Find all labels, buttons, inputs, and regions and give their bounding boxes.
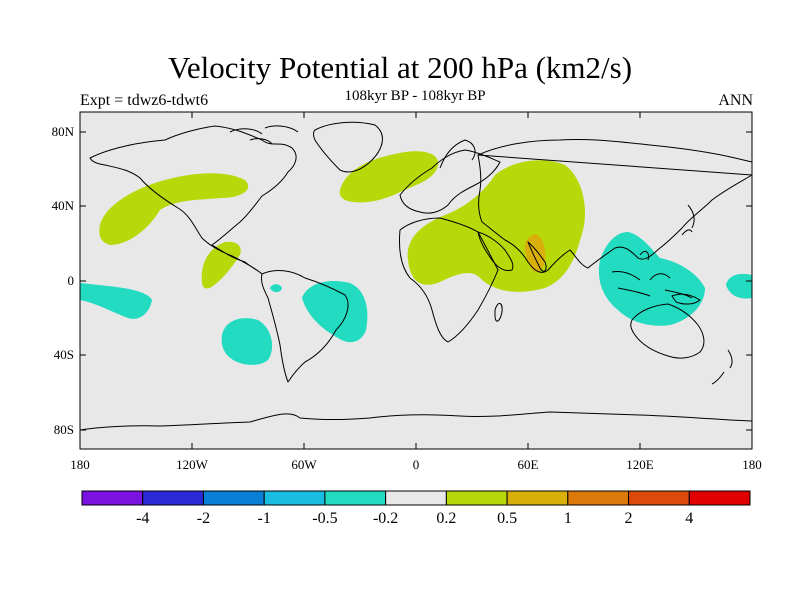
central-pacific-negative-region [80, 283, 152, 319]
coast-antarctica [79, 411, 753, 431]
south-atlantic-negative-region [302, 280, 368, 343]
colorbar-swatch [628, 490, 690, 506]
colorbar-label: 0.5 [497, 510, 517, 527]
colorbar-swatch [263, 490, 326, 506]
coast-europe [399, 149, 501, 214]
colorbar-label: 1 [564, 510, 572, 527]
experiment-label: Expt = tdwz6-tdwt6 [80, 92, 209, 109]
positive-anomaly-regions [99, 151, 585, 292]
colorbar-swatch [385, 490, 447, 506]
small-equatorial-negative-region [270, 284, 282, 293]
longitude-axis: 180 120W 60W 0 60E 120E 180 [70, 112, 762, 472]
colorbar-label: 4 [685, 510, 693, 527]
coast-south-america [261, 270, 349, 383]
coast-north-america [89, 125, 297, 275]
lat-tick-label: 0 [68, 273, 75, 288]
north-pacific-positive-region [99, 173, 249, 245]
coast-new-guinea [671, 293, 701, 305]
south-pacific-negative-region [221, 318, 273, 365]
coast-africa [399, 217, 499, 343]
eastern-pacific-positive-region [201, 241, 241, 289]
lat-tick-label: 40N [52, 198, 75, 213]
lon-tick-label: 120W [176, 457, 209, 472]
coast-maritime-continent [611, 250, 693, 299]
colorbar-label: -2 [197, 510, 210, 527]
coast-arctic-islands [229, 125, 299, 145]
season-label: ANN [718, 92, 753, 109]
lon-tick-label: 0 [413, 457, 420, 472]
colorbar-label: -0.2 [373, 510, 398, 527]
colorbar-label: -4 [136, 510, 149, 527]
coast-india [527, 241, 547, 272]
colorbar-swatch [506, 490, 569, 506]
map-panel [79, 111, 753, 450]
coast-japan [681, 204, 695, 236]
colorbar-label: 2 [625, 510, 633, 527]
colorbar: -4 -2 -1 -0.5 -0.2 0.2 0.5 1 2 4 [81, 490, 751, 527]
lat-tick-label: 80N [52, 124, 75, 139]
western-pacific-negative-region [726, 273, 752, 299]
lon-tick-label: 60W [291, 457, 317, 472]
coast-arabia [477, 231, 514, 271]
lat-tick-label: 40S [54, 347, 74, 362]
plot-title: Velocity Potential at 200 hPa (km2/s) [167, 50, 633, 85]
coast-greenland [313, 121, 383, 173]
colorbar-swatch [445, 490, 508, 506]
coast-scandinavia [439, 139, 476, 169]
coastlines [79, 121, 753, 431]
colorbar-swatch [202, 490, 265, 506]
coast-new-zealand [711, 349, 733, 385]
colorbar-swatch [142, 490, 204, 506]
colorbar-label: 0.2 [436, 510, 456, 527]
colorbar-swatch [688, 490, 751, 506]
colorbar-swatch [324, 490, 387, 506]
coast-madagascar [494, 303, 503, 322]
north-atlantic-positive-region [339, 151, 439, 203]
colorbar-label: -1 [258, 510, 271, 527]
colorbar-label: -0.5 [312, 510, 337, 527]
lon-tick-label: 180 [70, 457, 90, 472]
coast-asia [477, 138, 753, 273]
colorbar-swatch [81, 490, 144, 506]
latitude-axis: 80N 40N 0 40S 80S [52, 124, 752, 437]
lon-tick-label: 180 [742, 457, 762, 472]
colorbar-swatch [567, 490, 630, 506]
plot-subtitle: 108kyr BP - 108kyr BP [344, 88, 486, 104]
lat-tick-label: 80S [54, 422, 74, 437]
lon-tick-label: 120E [626, 457, 654, 472]
coast-australia [630, 303, 705, 359]
lon-tick-label: 60E [518, 457, 539, 472]
